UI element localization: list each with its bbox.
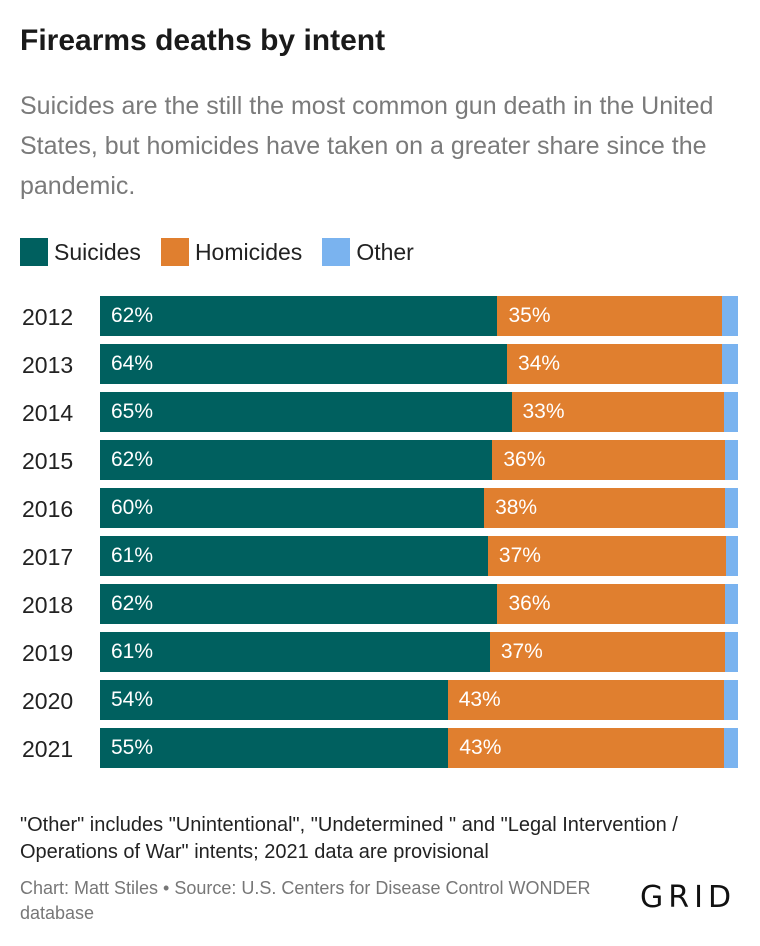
bar-row: 2020 54% 43% (0, 680, 760, 720)
data-label: 38% (495, 496, 538, 519)
bar-segment-other (722, 296, 738, 336)
stacked-bar: 65% 33% (100, 392, 738, 432)
bar-segment-suicides: 64% (100, 344, 508, 384)
bar-row: 2012 62% 35% (0, 296, 760, 336)
category-label: 2015 (22, 448, 74, 474)
bar-row: 2017 61% 37% (0, 536, 760, 576)
bar-segment-other (724, 440, 738, 480)
bar-segment-other (724, 632, 738, 672)
bar-segment-homicides: 38% (484, 488, 726, 528)
data-label: 36% (503, 448, 546, 471)
legend-swatch (160, 238, 189, 266)
bar-segment-other (723, 392, 738, 432)
stacked-bar: 61% 37% (100, 536, 738, 576)
data-label: 35% (508, 304, 551, 327)
bar-segment-homicides: 37% (489, 632, 725, 672)
legend-swatch (20, 238, 48, 266)
grid-logo: GRID (640, 880, 737, 915)
category-label: 2016 (22, 496, 74, 522)
data-label: 65% (111, 400, 154, 423)
bar-segment-other (723, 680, 738, 720)
data-label: 62% (111, 592, 154, 615)
bar-segment-suicides: 60% (100, 488, 485, 528)
bar-segment-suicides: 54% (100, 680, 448, 720)
bar-segment-homicides: 43% (447, 680, 724, 720)
bar-row: 2021 55% 43% (0, 728, 760, 768)
data-label: 64% (111, 352, 154, 375)
data-label: 61% (111, 544, 154, 567)
stacked-bar: 55% 43% (100, 728, 738, 768)
chart-legend: Suicides Homicides Other (20, 238, 434, 266)
legend-item-other: Other (322, 238, 414, 266)
stacked-bar: 60% 38% (100, 488, 738, 528)
category-label: 2021 (22, 736, 74, 762)
bar-segment-homicides: 36% (497, 584, 726, 624)
stacked-bar: 62% 35% (100, 296, 738, 336)
data-label: 43% (459, 736, 502, 759)
bar-segment-homicides: 37% (487, 536, 726, 576)
bar-segment-suicides: 62% (100, 584, 498, 624)
data-label: 62% (111, 304, 154, 327)
bar-segment-suicides: 65% (100, 392, 512, 432)
category-label: 2018 (22, 592, 74, 618)
stacked-bar: 64% 34% (100, 344, 738, 384)
bar-row: 2018 62% 36% (0, 584, 760, 624)
bar-segment-homicides: 43% (448, 728, 724, 768)
chart-note: "Other" includes "Unintentional", "Undet… (20, 814, 678, 863)
data-label: 62% (111, 448, 154, 471)
bar-row: 2015 62% 36% (0, 440, 760, 480)
data-label: 60% (111, 496, 154, 519)
bar-row: 2016 60% 38% (0, 488, 760, 528)
stacked-bar: 61% 37% (100, 632, 738, 672)
category-label: 2020 (22, 688, 74, 714)
legend-item-suicides: Suicides (20, 238, 141, 266)
bar-segment-suicides: 55% (100, 728, 449, 768)
bar-row: 2014 65% 33% (0, 392, 760, 432)
data-label: 37% (498, 544, 541, 567)
category-label: 2019 (22, 640, 74, 666)
data-label: 37% (500, 640, 543, 663)
bar-segment-homicides: 34% (507, 344, 723, 384)
bar-segment-homicides: 33% (511, 392, 724, 432)
bar-row: 2013 64% 34% (0, 344, 760, 384)
bar-segment-homicides: 35% (497, 296, 723, 336)
category-label: 2012 (22, 304, 74, 330)
legend-label: Homicides (194, 238, 303, 265)
chart-title: Firearms deaths by intent (20, 24, 386, 57)
bar-segment-other (725, 536, 738, 576)
bar-segment-suicides: 62% (100, 440, 493, 480)
legend-label: Other (356, 238, 414, 265)
data-label: 54% (111, 688, 154, 711)
bar-segment-suicides: 61% (100, 632, 490, 672)
data-label: 36% (508, 592, 551, 615)
legend-item-homicides: Homicides (160, 238, 303, 266)
bar-row: 2019 61% 37% (0, 632, 760, 672)
bar-segment-other (725, 488, 738, 528)
bar-segment-other (725, 584, 738, 624)
data-label: 34% (518, 352, 561, 375)
legend-swatch (322, 238, 351, 266)
stacked-bar: 54% 43% (100, 680, 738, 720)
category-label: 2017 (22, 544, 74, 570)
stacked-bar: 62% 36% (100, 584, 738, 624)
data-label: 55% (111, 736, 154, 759)
bar-segment-suicides: 62% (100, 296, 498, 336)
data-label: 61% (111, 640, 154, 663)
stacked-bar: 62% 36% (100, 440, 738, 480)
category-label: 2013 (22, 352, 74, 378)
category-label: 2014 (22, 400, 74, 426)
data-label: 33% (522, 400, 565, 423)
bar-segment-other (723, 728, 738, 768)
bar-segment-homicides: 36% (492, 440, 725, 480)
data-label: 43% (458, 688, 501, 711)
bar-segment-suicides: 61% (100, 536, 488, 576)
chart-source: Chart: Matt Stiles • Source: U.S. Center… (20, 878, 591, 923)
legend-label: Suicides (54, 238, 141, 265)
chart-subtitle: Suicides are the still the most common g… (20, 92, 714, 200)
bar-segment-other (722, 344, 738, 384)
